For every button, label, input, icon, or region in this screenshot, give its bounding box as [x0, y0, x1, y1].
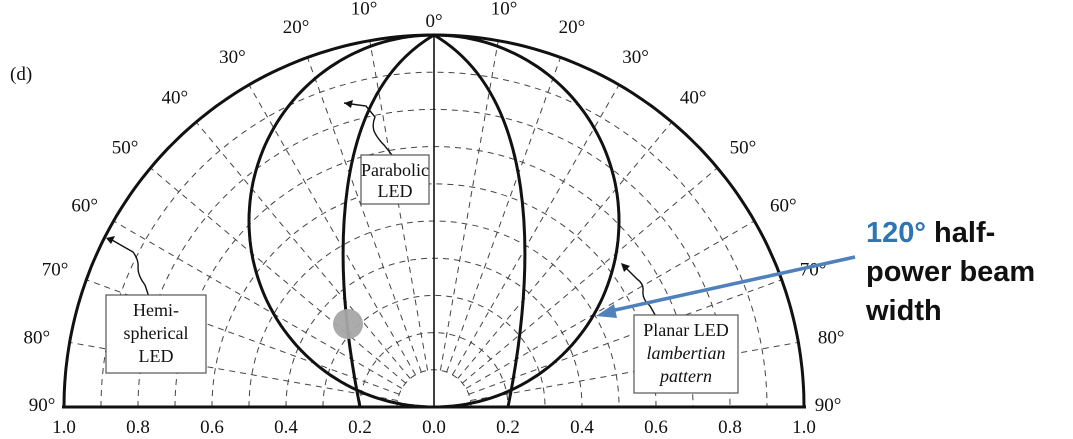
annotation-line1-rest: half- [926, 217, 995, 249]
radial-tick-label: 0.2 [496, 417, 520, 438]
angle-label: 90° [815, 395, 842, 416]
angle-label: 40° [680, 87, 707, 108]
planar-label-line2: lambertian [647, 343, 726, 363]
angle-label: 70° [42, 259, 69, 280]
grid-radial-line [465, 220, 755, 389]
hemispherical-arrowhead-icon [106, 236, 115, 244]
annotation-line1: 120° half- [866, 217, 995, 249]
angle-label: 80° [818, 328, 845, 349]
beam-width-arrow [596, 255, 856, 318]
grid-radial-line [462, 167, 718, 384]
parabolic-label-box [360, 154, 430, 205]
angle-label: 10° [351, 0, 378, 20]
beam-width-annotation: 120° half- power beam width [865, 217, 1035, 327]
planar-label-line3: pattern [658, 366, 712, 386]
grid-radial-line [248, 84, 416, 376]
radial-labels: 1.0 0.8 0.6 0.4 0.2 0.0 0.2 0.4 0.6 0.8 1.0 [52, 417, 816, 438]
grid-radial-line [439, 40, 499, 371]
hemispherical-label-line2: spherical [124, 323, 189, 343]
grid-radial-line [150, 167, 406, 384]
radial-tick-label: 1.0 [792, 417, 816, 438]
planar-label-box [633, 314, 739, 394]
radial-tick-label: 0.4 [274, 417, 298, 438]
angle-label: 20° [283, 17, 310, 38]
radial-tick-label: 0.8 [718, 417, 742, 438]
marker-dot [333, 309, 363, 339]
angle-label: 20° [559, 17, 586, 38]
hemispherical-label-line1: Hemi- [133, 300, 179, 320]
grid-radial-line [452, 84, 620, 376]
panel-label: (d) [10, 64, 32, 85]
grid-radial-line [446, 57, 562, 373]
radial-tick-label: 0.2 [348, 417, 372, 438]
grid-radial-line [457, 121, 673, 379]
hemispherical-callout: Hemi- spherical LED [105, 236, 207, 374]
hemispherical-leader [111, 239, 151, 301]
parabolic-arrowhead-icon [344, 100, 353, 108]
parabolic-label-line1: Parabolic [361, 160, 429, 180]
angle-label: 50° [112, 137, 139, 158]
radial-tick-label: 1.0 [52, 417, 76, 438]
grid-radial-line [369, 40, 429, 371]
annotation-line3: width [865, 295, 942, 327]
angle-label: 60° [71, 195, 98, 216]
radial-tick-label: 0.6 [644, 417, 668, 438]
planar-callout: Planar LED lambertian pattern [621, 263, 739, 394]
planar-arrowhead-icon [621, 263, 630, 272]
angle-label: 0° [425, 11, 442, 32]
hemispherical-label-line3: LED [139, 346, 174, 366]
angle-label: 50° [730, 137, 757, 158]
beam-width-arrowhead-icon [596, 304, 617, 318]
grid-radial-line [306, 57, 422, 373]
beam-width-arrow-line [605, 255, 856, 314]
parabolic-label-line2: LED [378, 181, 413, 201]
parabolic-callout: Parabolic LED [343, 100, 430, 205]
radial-tick-label: 0.4 [570, 417, 594, 438]
parabolic-leader [343, 102, 393, 156]
emission-patterns [62, 33, 806, 409]
planar-leader [622, 264, 659, 321]
angle-label: 10° [491, 0, 518, 20]
radial-tick-label: 0.6 [200, 417, 224, 438]
annotation-angle: 120° [866, 217, 926, 249]
angle-label: 30° [219, 47, 246, 68]
grid-radial-line [468, 279, 782, 395]
planar-label-line1: Planar LED [643, 320, 728, 340]
annotation-line2: power beam [866, 256, 1035, 288]
angle-labels: 0° 10° 10° 20° 20° 30° 30° 40° 40° 50° 50° 60° 60° 70… [23, 0, 844, 416]
hemispherical-label-box [105, 294, 207, 374]
grid-radial-line [195, 121, 411, 379]
angle-label: 60° [770, 195, 797, 216]
angle-label: 30° [622, 47, 649, 68]
angle-label: 90° [29, 395, 56, 416]
grid-ring [359, 332, 509, 408]
radial-tick-label: 0.0 [422, 417, 446, 438]
angle-label: 40° [161, 87, 188, 108]
radial-tick-label: 0.8 [126, 417, 150, 438]
grid-ring [100, 71, 768, 408]
angle-label: 80° [23, 328, 50, 349]
grid-radial-line [113, 220, 403, 389]
